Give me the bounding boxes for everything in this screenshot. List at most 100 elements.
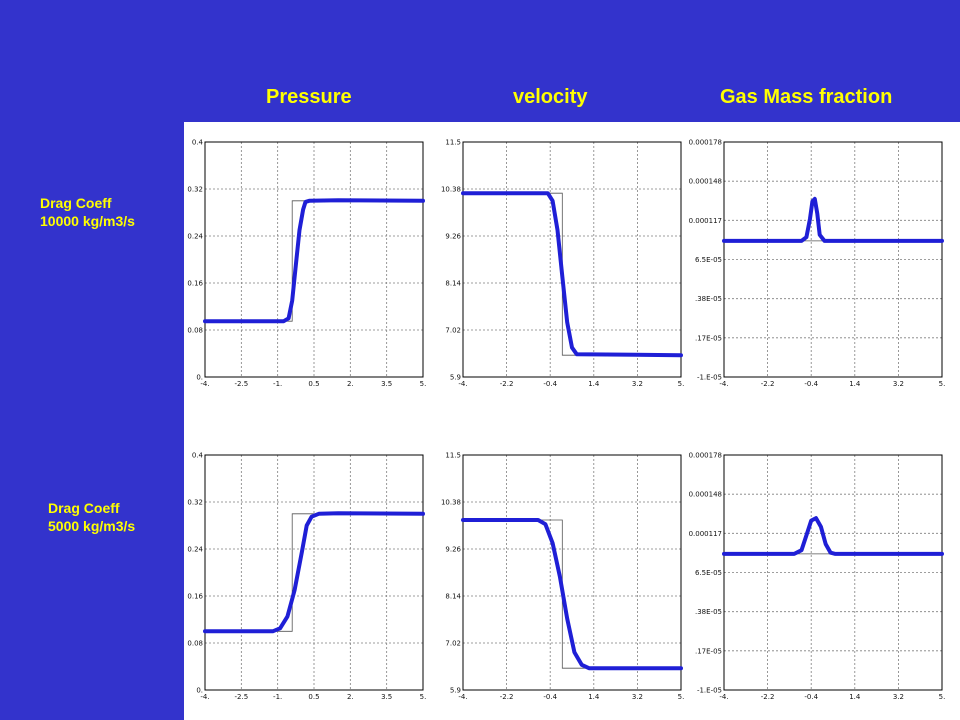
reference-line bbox=[463, 192, 681, 356]
y-tick-label: 0.4 bbox=[192, 452, 204, 460]
row-label-line1: Drag Coeff bbox=[48, 500, 120, 516]
row-label-line2: 5000 kg/m3/s bbox=[48, 518, 136, 534]
y-tick-label: 0.16 bbox=[187, 593, 203, 601]
plot-frame bbox=[204, 454, 424, 691]
y-tick-label: 6.5E-05 bbox=[695, 256, 722, 264]
plot-frame bbox=[204, 141, 424, 378]
row-label-drag-5000: Drag Coeff 5000 kg/m3/s bbox=[48, 499, 135, 535]
x-tick-label: 1.4 bbox=[849, 693, 861, 701]
x-tick-label: -2.5 bbox=[234, 693, 248, 701]
series-line bbox=[203, 198, 425, 324]
y-tick-label: 6.5E-05 bbox=[695, 569, 722, 577]
y-tick-label: 10.38 bbox=[441, 499, 461, 507]
y-tick-label: 5.9 bbox=[450, 374, 461, 382]
x-tick-label: -2.2 bbox=[761, 380, 775, 388]
y-tick-label: 5.9 bbox=[450, 687, 461, 695]
series-line bbox=[461, 191, 683, 358]
x-tick-label: -4. bbox=[719, 380, 728, 388]
y-tick-label: .38E-05 bbox=[695, 608, 722, 616]
y-tick-label: 0.000178 bbox=[689, 139, 722, 147]
x-tick-label: -4. bbox=[719, 693, 728, 701]
y-tick-label: 8.14 bbox=[445, 280, 461, 288]
y-tick-label: -1.E-05 bbox=[697, 687, 722, 695]
y-tick-label: 0.08 bbox=[187, 327, 203, 335]
plots-svg: -4. -2.5 -1. 0.5 2. 3.5 5. 0. 0.08 0.16 0.24 0.32 0.… bbox=[187, 139, 946, 702]
x-tick-label: 3.2 bbox=[893, 380, 904, 388]
y-tick-label: .38E-05 bbox=[695, 295, 722, 303]
x-tick-label: 1.4 bbox=[849, 380, 861, 388]
y-tick-label: 11.5 bbox=[445, 139, 461, 147]
y-tick-label: .17E-05 bbox=[695, 647, 722, 655]
row-label-line1: Drag Coeff bbox=[40, 195, 112, 211]
y-tick-label: 10.38 bbox=[441, 186, 461, 194]
x-tick-label: 5. bbox=[420, 693, 427, 701]
x-tick-label: -2.2 bbox=[500, 380, 514, 388]
x-tick-label: 2. bbox=[347, 693, 354, 701]
x-tick-label: 1.4 bbox=[588, 693, 600, 701]
y-tick-label: 0.000117 bbox=[689, 217, 722, 225]
series-line bbox=[203, 511, 425, 634]
y-tick-label: 0.24 bbox=[187, 546, 203, 554]
x-tick-label: -4. bbox=[458, 693, 467, 701]
y-tick-label: 7.02 bbox=[445, 327, 461, 335]
x-tick-label: 5. bbox=[939, 693, 946, 701]
x-tick-label: 3.2 bbox=[893, 693, 904, 701]
header-gas-mass-fraction: Gas Mass fraction bbox=[720, 86, 893, 108]
y-tick-label: 0. bbox=[196, 687, 203, 695]
plot-area: -4. -2.5 -1. 0.5 2. 3.5 5. 0. 0.08 0.16 0.24 0.32 0.… bbox=[184, 122, 960, 720]
y-tick-label: 0.000148 bbox=[689, 491, 722, 499]
x-tick-label: -4. bbox=[200, 693, 209, 701]
x-tick-label: -2.2 bbox=[500, 693, 514, 701]
y-tick-label: 8.14 bbox=[445, 593, 461, 601]
plot-frame bbox=[462, 141, 682, 378]
y-tick-label: 0.000148 bbox=[689, 178, 722, 186]
y-tick-label: 9.26 bbox=[445, 233, 461, 241]
x-tick-label: -4. bbox=[458, 380, 467, 388]
y-tick-label: 7.02 bbox=[445, 640, 461, 648]
x-tick-label: -0.4 bbox=[804, 380, 818, 388]
chart-1: -4. -2.2 -0.4 1.4 3.2 5. 5.9 7.02 8.14 9.26 10.38 1… bbox=[441, 139, 684, 389]
chart-5: -4. -2.2 -0.4 1.4 3.2 5. -1.E-05 .17E-05 .38E-05… bbox=[689, 452, 946, 702]
x-tick-label: 3.2 bbox=[632, 693, 643, 701]
y-tick-label: 9.26 bbox=[445, 546, 461, 554]
x-tick-label: -1. bbox=[273, 693, 282, 701]
x-tick-label: -2.5 bbox=[234, 380, 248, 388]
y-tick-label: -1.E-05 bbox=[697, 374, 722, 382]
x-tick-label: 5. bbox=[678, 693, 685, 701]
x-tick-label: 0.5 bbox=[308, 693, 319, 701]
row-label-line2: 10000 kg/m3/s bbox=[40, 213, 135, 229]
y-tick-label: .17E-05 bbox=[695, 334, 722, 342]
plot-frame bbox=[723, 141, 943, 378]
chart-0: -4. -2.5 -1. 0.5 2. 3.5 5. 0. 0.08 0.16 0.24 0.32 0.… bbox=[187, 139, 426, 389]
series-line bbox=[722, 516, 944, 556]
y-tick-label: 0.24 bbox=[187, 233, 203, 241]
header-pressure: Pressure bbox=[266, 86, 352, 108]
x-tick-label: 5. bbox=[678, 380, 685, 388]
x-tick-label: 3.5 bbox=[381, 693, 392, 701]
series-line bbox=[722, 196, 944, 243]
y-tick-label: 0.4 bbox=[192, 139, 204, 147]
y-tick-label: 0.32 bbox=[187, 186, 203, 194]
x-tick-label: -0.4 bbox=[543, 380, 557, 388]
x-tick-label: 2. bbox=[347, 380, 354, 388]
x-tick-label: -0.4 bbox=[543, 693, 557, 701]
y-tick-label: 0.08 bbox=[187, 640, 203, 648]
x-tick-label: -1. bbox=[273, 380, 282, 388]
x-tick-label: -4. bbox=[200, 380, 209, 388]
y-tick-label: 11.5 bbox=[445, 452, 461, 460]
x-tick-label: 3.2 bbox=[632, 380, 643, 388]
y-tick-label: 0.16 bbox=[187, 280, 203, 288]
x-tick-label: 1.4 bbox=[588, 380, 600, 388]
header-velocity: velocity bbox=[513, 86, 588, 108]
x-tick-label: -0.4 bbox=[804, 693, 818, 701]
y-tick-label: 0.000117 bbox=[689, 530, 722, 538]
row-label-drag-10000: Drag Coeff 10000 kg/m3/s bbox=[40, 194, 135, 230]
x-tick-label: 5. bbox=[939, 380, 946, 388]
x-tick-label: -2.2 bbox=[761, 693, 775, 701]
plot-frame bbox=[723, 454, 943, 691]
x-tick-label: 5. bbox=[420, 380, 427, 388]
plot-frame bbox=[462, 454, 682, 691]
y-tick-label: 0.000178 bbox=[689, 452, 722, 460]
chart-3: -4. -2.5 -1. 0.5 2. 3.5 5. 0. 0.08 0.16 0.24 0.32 0.… bbox=[187, 452, 426, 702]
y-tick-label: 0. bbox=[196, 374, 203, 382]
